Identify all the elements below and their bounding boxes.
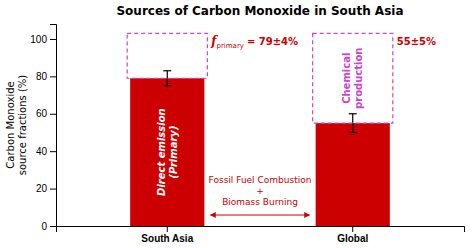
bar-label: Direct emission(Primary) [156,108,179,196]
annotations: Direct emission(Primary) Chemicalproducti… [156,34,436,215]
y-tick-mark [50,226,56,227]
bar [130,78,204,226]
y-axis-label-line: Carbon Monoxide [5,81,16,168]
box-label-line: production [353,48,364,109]
y-tick-mark [50,39,56,40]
y-tick-label: 0 [41,221,47,232]
y-axis-label-line: source fractions (%) [17,75,28,176]
y-tick: 40 [36,146,56,157]
error-bar-cap [349,113,357,114]
x-tick-mark [352,226,353,232]
bar-annotation: 55±5% [397,36,436,47]
error-bar-cap [163,85,171,86]
error-bar-cap [349,132,357,133]
y-axis: 0 20 40 60 80 100 [30,25,56,232]
annotation-value: = 79±4% [247,36,298,47]
x-axis: South Asia Global [57,226,465,244]
error-bar-cap [163,70,171,71]
bar-label-line: (Primary) [168,126,179,179]
annotation-value: 55±5% [397,36,436,47]
x-tick: South Asia [141,226,193,244]
bar-label-line: Direct emission [156,108,167,196]
y-tick-mark [50,151,56,152]
x-tick-mark [167,226,168,232]
y-tick-label: 100 [30,34,47,45]
plot-area: 0 20 40 60 80 100 South Asia Global Direct emiss… [30,25,464,245]
x-tick: Global [337,226,368,244]
y-tick: 80 [36,71,56,82]
y-tick: 100 [30,34,56,45]
y-tick-label: 20 [36,183,48,194]
bar [316,123,390,226]
x-tick-label: Global [337,233,368,244]
x-tick-label: South Asia [141,233,193,244]
y-tick: 20 [36,183,56,194]
title: Sources of Carbon Monoxide in South Asia [116,4,403,18]
chart-svg: 0 20 40 60 80 100 South Asia Global Direct emiss… [0,0,474,248]
y-axis-label: Carbon Monoxidesource fractions (%) [5,75,28,176]
y-tick-mark [50,114,56,115]
y-axis-line [50,25,57,227]
middle-text: Fossil Fuel Combustion [209,175,312,185]
box-label-line: Chemical [341,53,352,104]
dashed-box [127,33,207,78]
middle-text: + [256,186,264,196]
marks [127,33,393,226]
dashed-box [313,33,393,123]
y-tick-label: 40 [36,146,48,157]
y-tick-label: 60 [36,108,48,119]
annotation-subscript: primary [217,42,244,50]
y-tick-mark [50,76,56,77]
y-tick: 0 [41,221,56,232]
bar-annotation: fprimary= 79±4% [210,34,298,50]
double-arrow [210,215,309,216]
chart-container: 0 20 40 60 80 100 South Asia Global Direct emiss… [0,0,474,248]
y-tick-mark [50,189,56,190]
box-label: Chemicalproduction [341,48,364,109]
x-axis-line [57,227,465,233]
middle-text: Biomass Burning [222,197,298,207]
y-tick-label: 80 [36,71,48,82]
y-tick: 60 [36,108,56,119]
